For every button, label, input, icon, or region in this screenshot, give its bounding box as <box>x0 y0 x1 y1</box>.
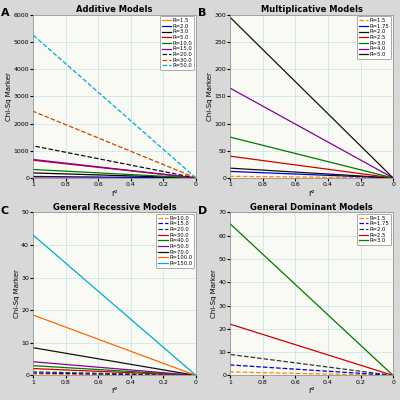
X-axis label: r²: r² <box>308 386 315 395</box>
Y-axis label: Chi-Sq Marker: Chi-Sq Marker <box>211 270 217 318</box>
X-axis label: r²: r² <box>111 386 118 395</box>
Legend: R=1.5, R=1.75, R=2.0, R=2.5, R=3.0: R=1.5, R=1.75, R=2.0, R=2.5, R=3.0 <box>357 214 392 245</box>
Y-axis label: Chi-Sq Marker: Chi-Sq Marker <box>14 270 20 318</box>
Text: C: C <box>1 206 9 216</box>
Legend: R=10.0, R=15.0, R=20.0, R=30.0, R=40.0, R=50.0, R=70.0, R=100.0, R=150.0: R=10.0, R=15.0, R=20.0, R=30.0, R=40.0, … <box>156 214 194 268</box>
Text: A: A <box>1 8 9 18</box>
Legend: R=1.5, R=2.0, R=3.0, R=5.0, R=10.0, R=15.0, R=20.0, R=30.0, R=50.0: R=1.5, R=2.0, R=3.0, R=5.0, R=10.0, R=15… <box>160 16 194 70</box>
Text: D: D <box>198 206 207 216</box>
X-axis label: r²: r² <box>308 188 315 198</box>
Legend: R=1.5, R=1.75, R=2.0, R=2.5, R=3.0, R=4.0, R=5.0: R=1.5, R=1.75, R=2.0, R=2.5, R=3.0, R=4.… <box>357 16 392 59</box>
Title: General Recessive Models: General Recessive Models <box>53 202 176 212</box>
Title: Multiplicative Models: Multiplicative Models <box>261 5 363 14</box>
Y-axis label: Chi-Sq Marker: Chi-Sq Marker <box>207 72 213 121</box>
Title: General Dominant Models: General Dominant Models <box>250 202 373 212</box>
Title: Additive Models: Additive Models <box>76 5 153 14</box>
Text: B: B <box>198 8 206 18</box>
Y-axis label: Chi-Sq Marker: Chi-Sq Marker <box>6 72 12 121</box>
X-axis label: r²: r² <box>111 188 118 198</box>
